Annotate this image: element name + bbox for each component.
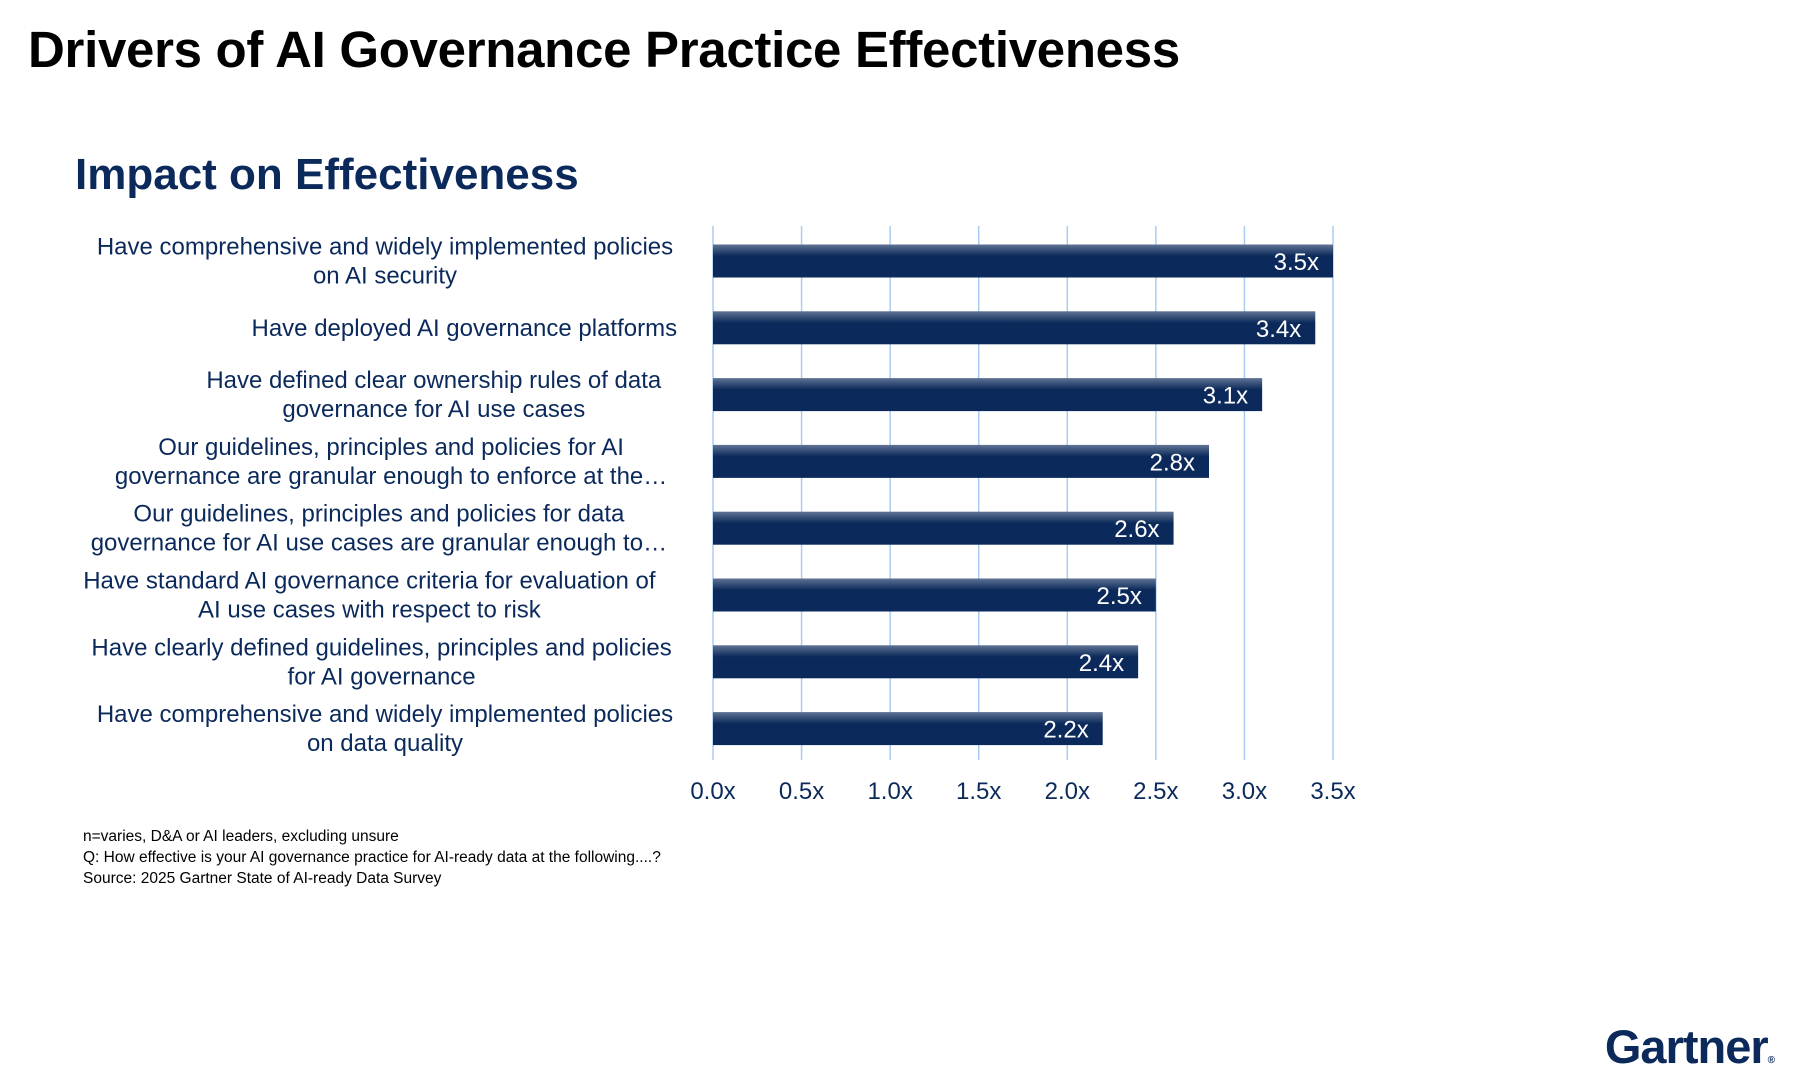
category-label-3-line-0: Our guidelines, principles and policies … <box>158 434 624 461</box>
category-label-4: Our guidelines, principles and policies … <box>91 501 667 557</box>
category-label-5-line-1: AI use cases with respect to risk <box>198 597 542 624</box>
data-label-7: 2.2x <box>1043 717 1088 744</box>
data-label-4: 2.6x <box>1114 516 1159 543</box>
x-tick-label-3: 1.5x <box>956 778 1001 805</box>
data-label-3: 2.8x <box>1150 449 1195 476</box>
x-tick-label-0: 0.0x <box>690 778 735 805</box>
category-label-7: Have comprehensive and widely implemente… <box>97 701 673 757</box>
x-tick-label-6: 3.0x <box>1222 778 1267 805</box>
data-label-2: 3.1x <box>1203 383 1248 410</box>
category-label-5-line-0: Have standard AI governance criteria for… <box>83 568 656 595</box>
bar-0 <box>713 244 1333 278</box>
gridlines <box>712 226 1334 760</box>
bars: 3.5x 3.4x 3.1x 2.8x 2.6x 2.5x 2.4x 2.2x <box>713 244 1333 746</box>
x-tick-label-2: 1.0x <box>867 778 912 805</box>
category-label-0: Have comprehensive and widely implemente… <box>97 234 673 290</box>
category-label-0-line-1: on AI security <box>313 263 457 290</box>
logo-text: Gartner <box>1604 1020 1769 1073</box>
data-label-6: 2.4x <box>1079 650 1124 677</box>
category-label-3-line-1: governance are granular enough to enforc… <box>115 463 667 490</box>
bar-5 <box>713 578 1156 612</box>
page-title: Drivers of AI Governance Practice Effect… <box>28 21 1180 78</box>
category-label-7-line-0: Have comprehensive and widely implemente… <box>97 701 673 728</box>
category-label-2: Have defined clear ownership rules of da… <box>206 367 662 423</box>
x-axis-tick-labels: 0.0x 0.5x 1.0x 1.5x 2.0x 2.5x 3.0x 3.5x <box>690 778 1355 805</box>
footnote-sample: n=varies, D&A or AI leaders, excluding u… <box>83 828 399 845</box>
category-labels: Have comprehensive and widely implemente… <box>83 234 677 758</box>
footnotes: n=varies, D&A or AI leaders, excluding u… <box>83 826 661 889</box>
category-label-6-line-0: Have clearly defined guidelines, princip… <box>91 634 671 661</box>
category-label-1-line-0: Have deployed AI governance platforms <box>252 315 678 342</box>
registered-mark: ® <box>1767 1055 1775 1066</box>
category-label-3: Our guidelines, principles and policies … <box>115 434 667 490</box>
category-label-7-line-1: on data quality <box>307 730 463 757</box>
gartner-logo: Gartner® <box>1605 1019 1775 1074</box>
category-label-4-line-1: governance for AI use cases are granular… <box>91 530 667 557</box>
bar-6 <box>713 645 1139 679</box>
data-label-1: 3.4x <box>1256 316 1301 343</box>
footnote-question: Q: How effective is your AI governance p… <box>83 849 661 866</box>
bar-1 <box>713 311 1316 345</box>
category-label-0-line-0: Have comprehensive and widely implemente… <box>97 234 673 261</box>
x-tick-label-7: 3.5x <box>1310 778 1355 805</box>
bar-2 <box>713 378 1263 412</box>
category-label-4-line-0: Our guidelines, principles and policies … <box>133 501 625 528</box>
bar-4 <box>713 511 1174 545</box>
x-tick-label-5: 2.5x <box>1133 778 1178 805</box>
footnote-source: Source: 2025 Gartner State of AI-ready D… <box>83 870 442 887</box>
x-tick-label-4: 2.0x <box>1045 778 1090 805</box>
category-label-1: Have deployed AI governance platforms <box>252 315 678 342</box>
bar-3 <box>713 444 1209 478</box>
category-label-6: Have clearly defined guidelines, princip… <box>91 634 671 690</box>
bar-7 <box>713 712 1103 746</box>
category-label-2-line-1: governance for AI use cases <box>282 396 585 423</box>
category-label-6-line-1: for AI governance <box>288 663 476 690</box>
chart-title: Impact on Effectiveness <box>75 150 579 199</box>
category-label-5: Have standard AI governance criteria for… <box>83 568 656 624</box>
data-label-5: 2.5x <box>1096 583 1141 610</box>
x-tick-label-1: 0.5x <box>779 778 824 805</box>
category-label-2-line-0: Have defined clear ownership rules of da… <box>206 367 662 394</box>
data-label-0: 3.5x <box>1274 249 1319 276</box>
